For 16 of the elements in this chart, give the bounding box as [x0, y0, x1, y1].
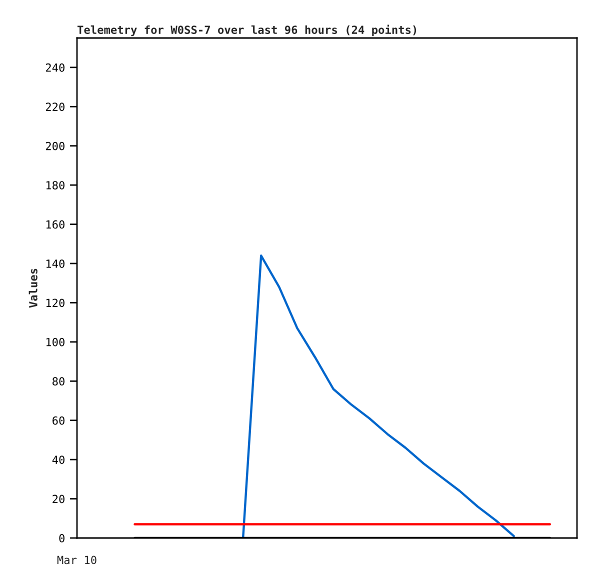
y-tick-label: 60	[52, 416, 64, 425]
text: Mar 10	[57, 556, 96, 564]
y-tick-label: 40	[52, 456, 64, 464]
y-tick-label: 220	[46, 102, 64, 112]
y-tick-label: 80	[52, 377, 64, 386]
y-tick-label: 240	[46, 63, 64, 72]
y-tick-label: 160	[46, 220, 64, 229]
chart-title: Telemetry for W0SS-7 over last 96 hours (24 points)	[77, 24, 416, 36]
y-tick-label: 0	[59, 534, 64, 542]
y-tick-label: 20	[52, 494, 64, 504]
y-tick-label: 140	[46, 259, 64, 268]
y-tick-label: 180	[46, 181, 64, 190]
y-axis-title: Values	[28, 268, 38, 308]
y-tick-label: 100	[46, 338, 64, 346]
y-tick-label: 200	[46, 142, 64, 150]
y-tick-label: 120	[46, 298, 64, 308]
